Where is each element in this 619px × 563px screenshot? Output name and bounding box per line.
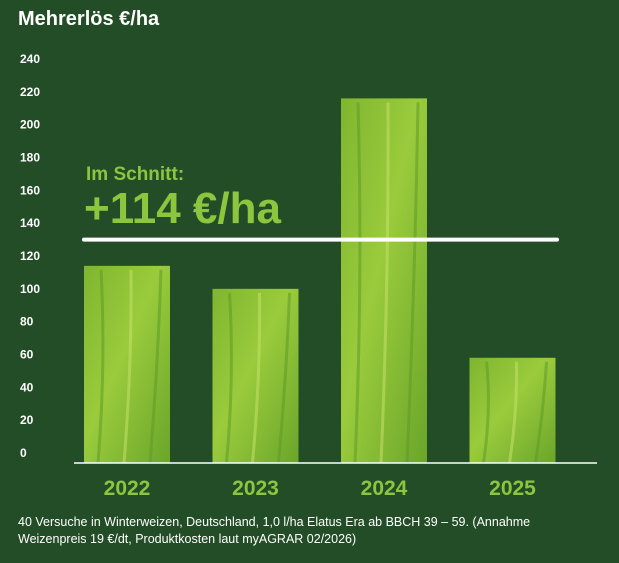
grass-blade [508,361,519,464]
grass-blade [225,292,233,464]
bar-2024 [341,98,427,464]
grass-blade [96,269,105,464]
footnote-line-1: 40 Versuche in Winterweizen, Deutschland… [18,515,531,529]
y-tick-label: 40 [20,380,34,394]
grass-blade [251,292,262,464]
grass-blade [277,292,291,464]
average-label: Im Schnitt: [86,164,184,185]
footnote: 40 Versuche in Winterweizen, Deutschland… [18,514,608,548]
y-tick-label: 200 [20,118,40,132]
grass-blade [405,102,420,464]
bar-2022 [84,265,170,464]
y-tick-label: 160 [20,183,40,197]
y-tick-label: 120 [20,249,40,263]
grass-blade [482,361,490,464]
grass-blade [534,361,548,464]
grass-blade [379,102,390,464]
y-tick-label: 140 [20,216,40,230]
x-tick-label: 2023 [232,477,279,500]
y-tick-label: 0 [20,446,27,460]
y-tick-label: 220 [20,85,40,99]
grass-blade [353,102,362,464]
grass-blade [148,269,163,464]
bar-2025 [469,357,556,464]
x-tick-label: 2022 [104,477,151,500]
footnote-line-2: Weizenpreis 19 €/dt, Produktkosten laut … [18,532,357,546]
x-tick-label: 2025 [489,477,536,500]
grass-blade [122,269,133,464]
y-tick-label: 60 [20,348,34,362]
y-tick-label: 20 [20,413,34,427]
x-tick-label: 2024 [361,477,408,500]
bar-2023 [212,288,299,464]
y-tick-label: 240 [20,52,40,66]
average-value: +114 €/ha [84,184,281,233]
y-tick-label: 80 [20,315,34,329]
y-tick-label: 180 [20,151,40,165]
y-tick-label: 100 [20,282,40,296]
chart-title: Mehrerlös €/ha [18,8,160,30]
